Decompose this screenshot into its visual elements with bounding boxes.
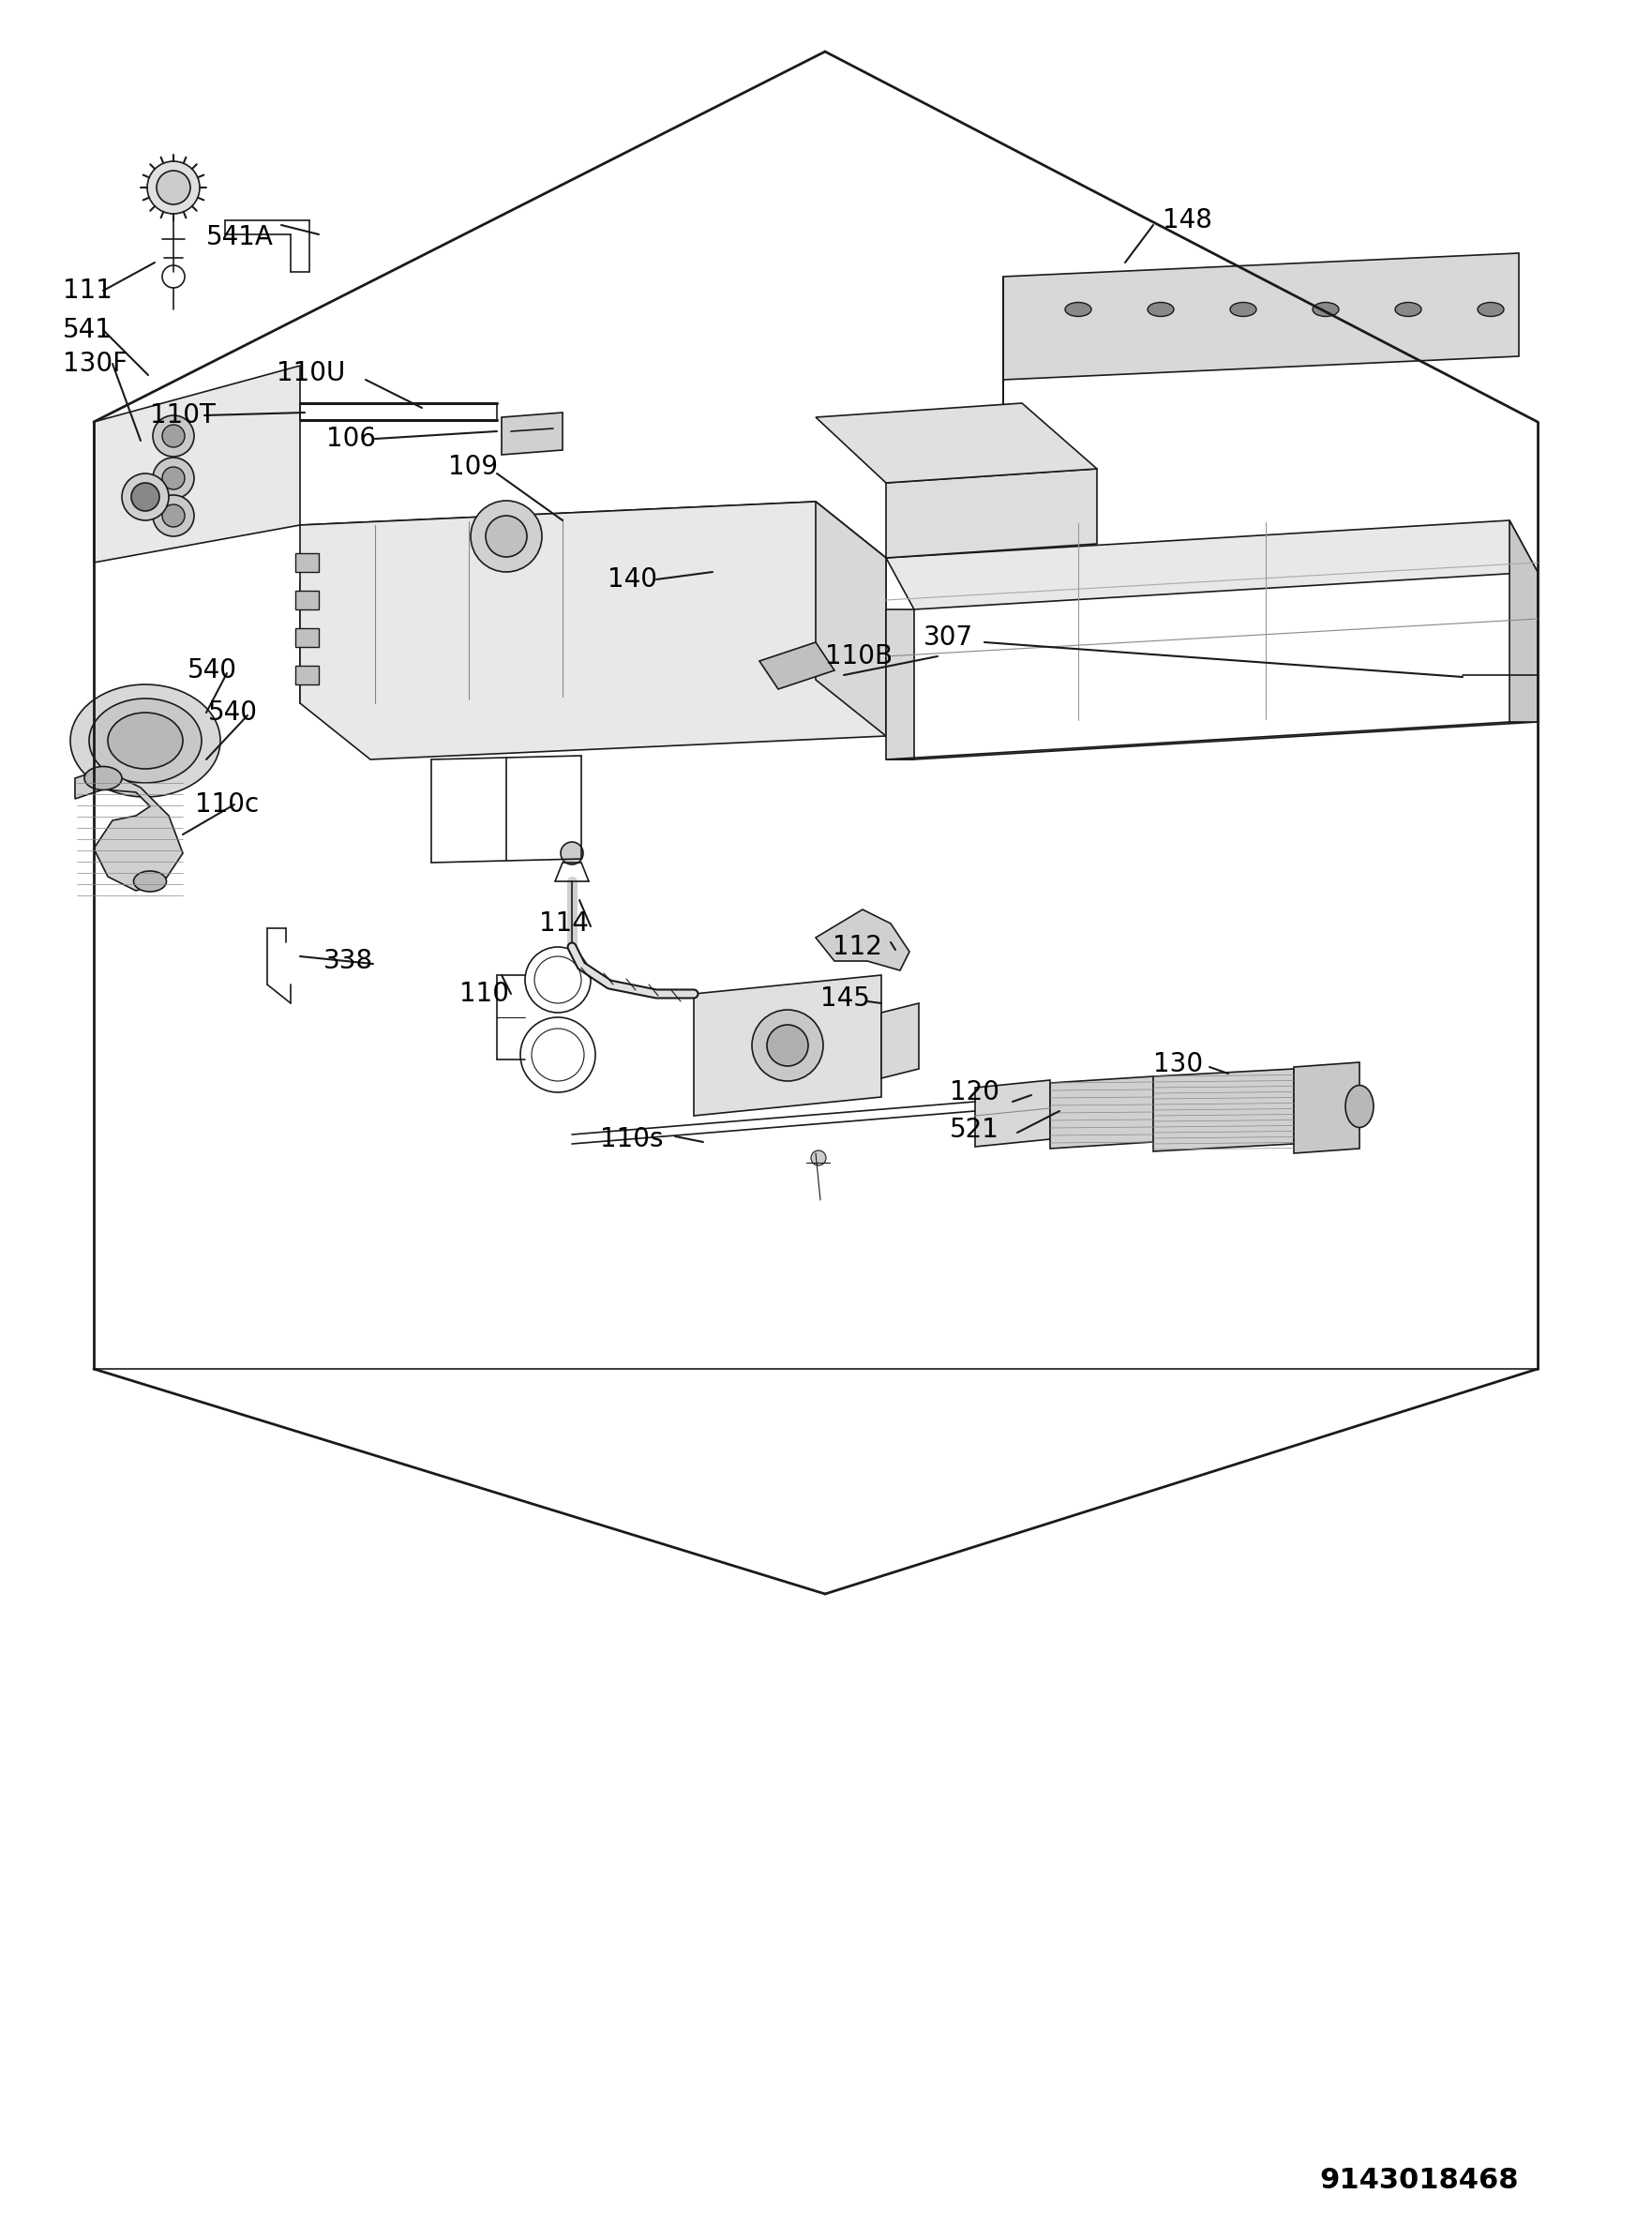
Text: 307: 307 [923, 625, 973, 652]
Polygon shape [296, 591, 319, 609]
Polygon shape [885, 609, 914, 759]
Ellipse shape [1148, 302, 1175, 316]
Text: 109: 109 [448, 455, 497, 479]
Polygon shape [1051, 1077, 1153, 1149]
Polygon shape [885, 721, 1538, 759]
Polygon shape [1003, 253, 1518, 381]
Ellipse shape [89, 699, 202, 784]
Polygon shape [301, 502, 885, 582]
Text: 130F: 130F [63, 352, 127, 376]
Polygon shape [296, 665, 319, 685]
Circle shape [162, 425, 185, 448]
Polygon shape [1153, 1068, 1294, 1151]
Polygon shape [301, 502, 885, 759]
Circle shape [811, 1151, 826, 1167]
Polygon shape [760, 643, 834, 690]
Text: 338: 338 [324, 947, 373, 974]
Ellipse shape [84, 766, 122, 790]
Circle shape [767, 1025, 808, 1066]
Ellipse shape [71, 685, 220, 797]
Circle shape [122, 472, 169, 519]
Text: 110U: 110U [276, 360, 345, 387]
Text: 541A: 541A [206, 224, 274, 251]
Polygon shape [694, 976, 881, 1115]
Polygon shape [74, 768, 183, 891]
Polygon shape [885, 468, 1097, 558]
Text: 521: 521 [950, 1117, 999, 1142]
Circle shape [147, 161, 200, 213]
Circle shape [752, 1010, 823, 1081]
Text: 145: 145 [821, 985, 871, 1012]
Polygon shape [296, 553, 319, 571]
Ellipse shape [1313, 302, 1338, 316]
Text: 110: 110 [459, 981, 509, 1008]
Text: 540: 540 [208, 699, 258, 725]
Text: 110c: 110c [195, 790, 259, 817]
Text: 106: 106 [327, 425, 377, 452]
Circle shape [560, 842, 583, 864]
Ellipse shape [1231, 302, 1256, 316]
Text: 110s: 110s [600, 1126, 664, 1153]
Text: 540: 540 [188, 658, 238, 683]
Circle shape [154, 416, 193, 457]
Polygon shape [301, 582, 370, 703]
Circle shape [157, 170, 190, 204]
Text: 110B: 110B [824, 643, 892, 669]
Polygon shape [94, 365, 301, 562]
Text: 111: 111 [63, 278, 112, 305]
Ellipse shape [1345, 1086, 1373, 1128]
Polygon shape [885, 519, 1538, 609]
Text: 148: 148 [1163, 208, 1213, 233]
Polygon shape [816, 909, 910, 969]
Circle shape [471, 502, 542, 571]
Ellipse shape [134, 871, 167, 891]
Polygon shape [881, 1003, 919, 1079]
Ellipse shape [1477, 302, 1503, 316]
Polygon shape [816, 403, 1097, 484]
Text: 110T: 110T [150, 403, 215, 428]
Polygon shape [502, 412, 563, 455]
Text: 114: 114 [539, 911, 588, 936]
Text: 130: 130 [1153, 1050, 1203, 1077]
Circle shape [154, 495, 193, 537]
Circle shape [162, 468, 185, 490]
Ellipse shape [1066, 302, 1092, 316]
Polygon shape [1294, 1061, 1360, 1153]
Text: 140: 140 [608, 566, 657, 593]
Text: 9143018468: 9143018468 [1320, 2167, 1518, 2194]
Circle shape [486, 515, 527, 558]
Text: 541: 541 [63, 318, 112, 343]
Ellipse shape [1394, 302, 1421, 316]
Circle shape [162, 504, 185, 526]
Text: 120: 120 [950, 1079, 999, 1106]
Polygon shape [975, 1079, 1051, 1146]
Circle shape [131, 484, 159, 510]
Ellipse shape [107, 712, 183, 768]
Polygon shape [1510, 519, 1538, 721]
Polygon shape [816, 502, 885, 737]
Polygon shape [296, 629, 319, 647]
Text: 112: 112 [833, 934, 882, 961]
Circle shape [154, 457, 193, 499]
